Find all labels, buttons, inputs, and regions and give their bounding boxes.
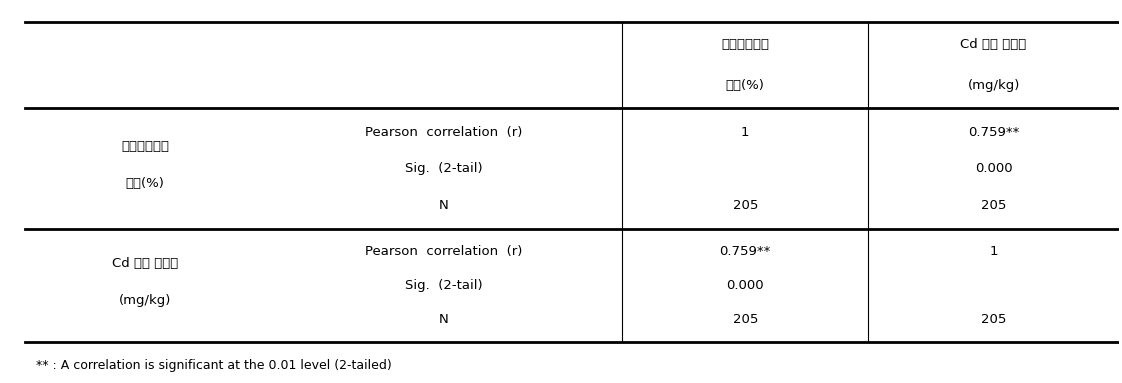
Text: 0.759**: 0.759** (719, 246, 771, 259)
Text: ** : A correlation is significant at the 0.01 level (2-tailed): ** : A correlation is significant at the… (36, 358, 392, 372)
Text: Sig.  (2-tail): Sig. (2-tail) (405, 279, 482, 292)
Text: 205: 205 (981, 199, 1006, 211)
Text: 205: 205 (733, 199, 757, 211)
Text: 코코아고형분: 코코아고형분 (721, 38, 770, 51)
Text: Cd 평균 오염도: Cd 평균 오염도 (960, 38, 1027, 51)
Text: 205: 205 (733, 313, 757, 326)
Text: N: N (439, 313, 449, 326)
Text: Sig.  (2-tail): Sig. (2-tail) (405, 162, 482, 175)
Text: 205: 205 (981, 313, 1006, 326)
Text: 0.000: 0.000 (726, 279, 764, 292)
Text: (mg/kg): (mg/kg) (967, 79, 1020, 92)
Text: 1: 1 (741, 126, 749, 139)
Text: N: N (439, 199, 449, 211)
Text: 0.000: 0.000 (975, 162, 1012, 175)
Text: (mg/kg): (mg/kg) (119, 295, 172, 308)
Text: 0.759**: 0.759** (968, 126, 1019, 139)
Text: Pearson  correlation  (r): Pearson correlation (r) (365, 126, 523, 139)
Text: 함량(%): 함량(%) (126, 177, 165, 190)
Text: 1: 1 (990, 246, 997, 259)
Text: 함량(%): 함량(%) (726, 79, 765, 92)
Text: Pearson  correlation  (r): Pearson correlation (r) (365, 246, 523, 259)
Text: Cd 평균 오염도: Cd 평균 오염도 (112, 257, 178, 270)
Text: 코코아고형분: 코코아고형분 (121, 140, 169, 153)
